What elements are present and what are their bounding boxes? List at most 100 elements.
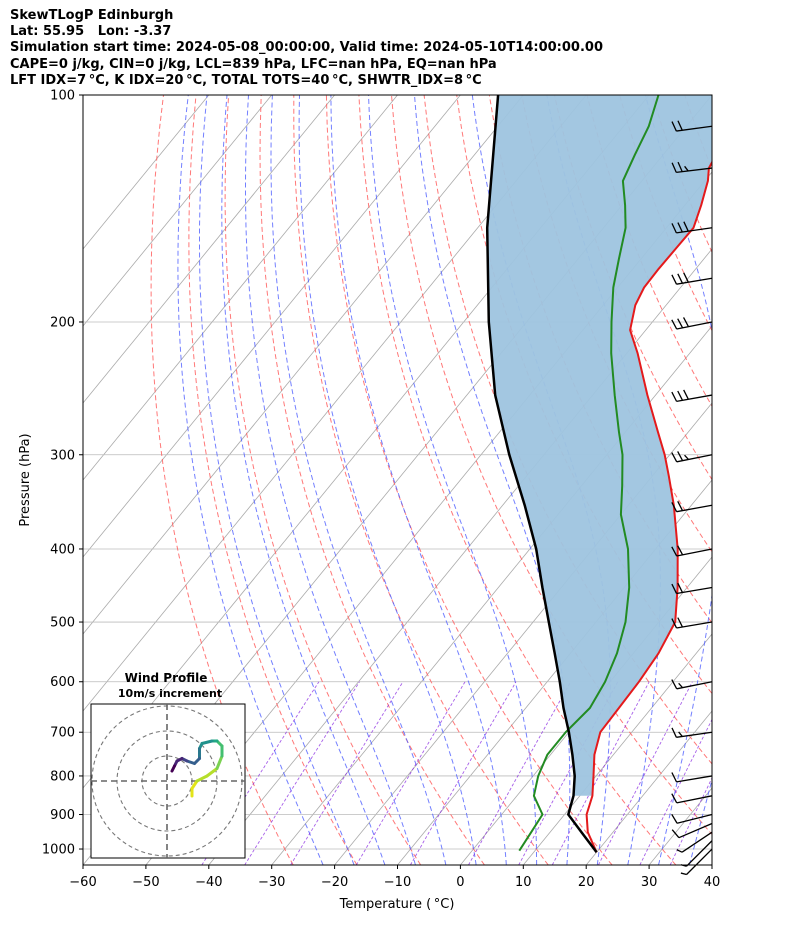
wind-barb (671, 317, 713, 330)
wind-barb-flag (678, 731, 683, 737)
y-tick-label: 1000 (42, 843, 75, 858)
mixing-ratio-line (551, 681, 650, 865)
dry-adiabat (684, 95, 712, 171)
wind-barb-flag (677, 390, 684, 401)
isotherm-line (83, 95, 587, 712)
wind-barb-shaft (676, 813, 713, 824)
isotherm-line (460, 556, 712, 865)
moist-adiabat (688, 777, 712, 865)
profile-series (485, 95, 712, 854)
wind-barb-flag (677, 161, 683, 172)
wind-barb (671, 793, 713, 804)
wind-barb-flag (671, 223, 677, 234)
x-tick-label: 30 (641, 875, 658, 890)
moist-adiabat (298, 95, 477, 865)
mixing-ratio-lines (201, 681, 712, 865)
wind-barb (671, 679, 713, 690)
mixing-ratio-line (201, 681, 320, 865)
dry-adiabat (717, 95, 794, 865)
temperature-profile-line (585, 160, 712, 853)
x-tick-label: −20 (321, 875, 348, 890)
moist-adiabat (368, 95, 538, 865)
wind-barb-flag (677, 582, 683, 593)
time-line: Simulation start time: 2024-05-08_00:00:… (10, 40, 603, 56)
hodograph-segment (215, 754, 224, 770)
dry-adiabat (150, 95, 294, 865)
isotherm-line (83, 95, 524, 635)
mixing-ratio-line (639, 718, 712, 865)
x-axis-ticks: −60 −50 −40 −30 −20 −10 0 10 20 30 40 (69, 865, 720, 890)
hodograph-title: Wind Profile (125, 671, 208, 685)
y-tick-label: 800 (50, 769, 75, 784)
x-tick-label: 0 (456, 875, 464, 890)
wind-barb (680, 848, 713, 876)
hodograph-segment (195, 774, 209, 783)
mixing-ratio-line (410, 681, 517, 865)
title-line: SkewTLogP Edinburgh (10, 8, 174, 23)
wind-barb (671, 389, 713, 403)
isotherm-line (585, 710, 712, 865)
wind-barb (671, 501, 713, 513)
isotherm-line (83, 95, 398, 481)
wind-barb-flag (684, 454, 689, 460)
wind-barb-flag (677, 501, 684, 511)
y-tick-label: 700 (50, 726, 75, 741)
wind-barb-flag (671, 583, 678, 594)
wind-barbs (671, 120, 713, 876)
wind-barb-flag (677, 273, 683, 284)
moist-adiabat (221, 95, 386, 865)
moist-adiabat (177, 95, 324, 865)
wind-barb (671, 772, 713, 783)
wind-barb-flag (677, 451, 684, 461)
location-line: Lat: 55.95 Lon: -3.37 (10, 24, 172, 40)
cin-shading (487, 95, 712, 796)
hodograph-segment (205, 767, 219, 778)
y-tick-label: 300 (50, 448, 75, 463)
wind-barb-flag (677, 617, 683, 628)
cape-cin-shading (487, 95, 712, 796)
mixing-ratio-line (669, 776, 712, 865)
moist-adiabat (414, 95, 571, 865)
wind-barb (671, 451, 713, 463)
mixing-ratio-line (290, 681, 404, 865)
parcel-profile-line (485, 95, 598, 854)
wind-barb-flag (671, 502, 678, 512)
wind-barb-shaft (686, 848, 713, 875)
isotherm-line (83, 95, 273, 327)
hodograph-segment (200, 739, 214, 745)
wind-barb-flag (677, 120, 683, 131)
wind-barb (676, 831, 713, 853)
wind-barb-flag (683, 272, 689, 283)
isotherm-line (711, 864, 712, 865)
wind-barb-flag (671, 452, 678, 463)
dry-adiabat (325, 95, 613, 865)
y-tick-label: 200 (50, 315, 75, 330)
isotherm-line (83, 95, 210, 250)
wind-barb-flag (671, 829, 680, 839)
index-line: LFT IDX=7 °C, K IDX=20 °C, TOTAL TOTS=40… (10, 72, 482, 88)
wind-barb-shaft (676, 125, 713, 132)
wind-barb (671, 813, 713, 824)
dry-adiabat (259, 95, 485, 865)
moist-adiabat (720, 95, 794, 865)
wind-barb-flag (671, 274, 678, 285)
isotherm-line (83, 95, 461, 558)
wind-barb-shaft (676, 621, 713, 629)
mixing-ratio-line (468, 681, 572, 865)
x-tick-label: −40 (195, 875, 222, 890)
wind-barb (671, 617, 713, 629)
wind-barb-flag (671, 772, 678, 783)
wind-barb-shaft (678, 822, 713, 839)
wind-barb-flag (678, 682, 684, 689)
wind-barb-shaft (676, 775, 713, 783)
wind-barb (671, 582, 713, 595)
y-axis-label: Pressure (hPa) (18, 433, 33, 526)
y-axis-ticks: 100 200 300 400 500 600 700 800 900 1000 (42, 89, 83, 858)
moist-adiabat (270, 95, 447, 865)
mixing-ratio-line (244, 681, 360, 865)
wind-barb (671, 161, 713, 174)
wind-barb (671, 822, 713, 839)
x-tick-label: 10 (515, 875, 532, 890)
dry-adiabat (358, 95, 677, 865)
x-tick-label: −10 (384, 875, 411, 890)
